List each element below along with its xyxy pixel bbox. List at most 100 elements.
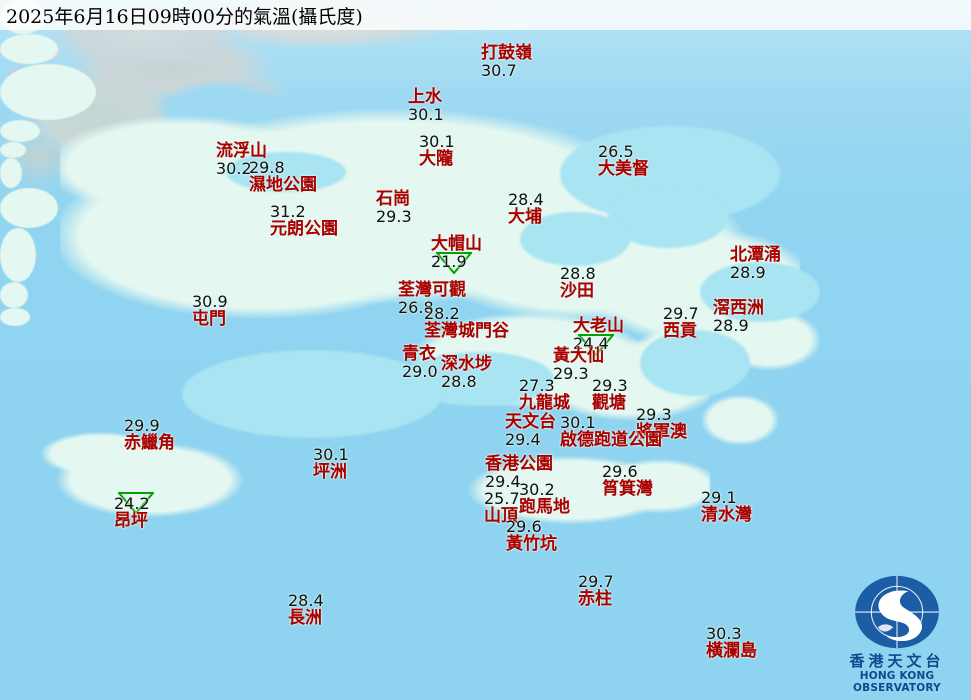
station-name: 赤柱 xyxy=(578,589,612,609)
station-29: 25.7 山頂 xyxy=(484,490,520,525)
western-harbour-bay xyxy=(182,350,442,438)
station-25: 30.1 啟德跑道公園 xyxy=(560,414,662,449)
station-name: 北潭涌 xyxy=(730,245,781,265)
station-23: 29.3 將軍澳 xyxy=(636,406,687,441)
station-temperature-value: 30.1 xyxy=(313,445,349,464)
station-8: 26.5 大美督 xyxy=(598,143,649,178)
station-name: 荃灣城門谷 xyxy=(424,321,509,341)
station-name: 觀塘 xyxy=(592,393,626,413)
station-4: 29.8 濕地公園 xyxy=(249,159,317,194)
deep-bay-inner xyxy=(226,152,346,192)
station-1: 上水 30.1 xyxy=(408,88,444,123)
tai-po-bay xyxy=(520,212,630,266)
station-temperature-value: 30.2 xyxy=(519,480,555,499)
station-name: 將軍澳 xyxy=(636,422,687,442)
station-name: 大美督 xyxy=(598,159,649,179)
station-temperature-value: 29.9 xyxy=(124,416,160,435)
plover-cove-islet xyxy=(0,188,58,228)
station-temperature-value: 28.9 xyxy=(713,316,749,335)
station-marker-triangle xyxy=(118,492,154,514)
station-name: 西貢 xyxy=(663,321,697,341)
station-27: 29.6 筲箕灣 xyxy=(602,463,653,498)
station-name: 香港公園 xyxy=(485,454,553,474)
station-name: 天文台 xyxy=(505,412,556,432)
station-name: 大帽山 xyxy=(431,234,482,254)
station-16: 30.9 屯門 xyxy=(192,293,228,328)
station-name: 深水埗 xyxy=(441,354,492,374)
station-temperature-value: 29.4 xyxy=(485,472,521,491)
po-toi-islet xyxy=(0,142,26,158)
station-3: 流浮山 30.2 xyxy=(216,142,267,177)
station-temperature-value: 29.6 xyxy=(506,517,542,536)
station-name: 黃竹坑 xyxy=(506,534,557,554)
station-name: 坪洲 xyxy=(313,462,347,482)
station-14: 荃灣可觀 26.8 xyxy=(398,281,466,316)
station-5: 31.2 元朗公園 xyxy=(270,203,338,238)
station-0: 打鼓嶺 30.7 xyxy=(481,44,532,79)
station-temperature-value: 28.4 xyxy=(288,591,324,610)
station-name: 黃大仙 xyxy=(553,346,604,366)
page-title: 2025年6月16日09時00分的氣溫(攝氏度) xyxy=(6,6,363,28)
station-marker-triangle xyxy=(578,334,614,356)
station-temperature-value: 30.1 xyxy=(419,132,455,151)
station-temperature-value: 28.4 xyxy=(508,190,544,209)
station-temperature-value: 24.4 xyxy=(573,334,609,353)
station-name: 九龍城 xyxy=(519,393,570,413)
station-temperature-value: 30.9 xyxy=(192,292,228,311)
station-30: 29.6 黃竹坑 xyxy=(506,518,557,553)
station-temperature-value: 29.3 xyxy=(636,405,672,424)
station-temperature-value: 30.3 xyxy=(706,624,742,643)
station-name: 橫瀾島 xyxy=(706,641,757,661)
station-6: 石崗 29.3 xyxy=(376,190,412,225)
station-temperature-value: 29.8 xyxy=(249,158,285,177)
lamma-island-islet xyxy=(0,64,96,120)
tap-mun-islet xyxy=(0,228,36,282)
station-name: 長洲 xyxy=(288,608,322,628)
port-shelter-bay xyxy=(640,330,750,396)
station-name: 流浮山 xyxy=(216,141,267,161)
station-name: 沙田 xyxy=(560,281,594,301)
tung-lung-chau-islet xyxy=(0,158,22,188)
station-33: 24.2 昂坪 xyxy=(114,495,150,530)
station-name: 屯門 xyxy=(192,309,226,329)
station-13: 28.8 沙田 xyxy=(560,265,596,300)
station-temperature-value: 21.9 xyxy=(431,252,467,271)
station-name: 大埔 xyxy=(508,207,542,227)
station-temperature-value: 29.7 xyxy=(578,572,614,591)
station-name: 元朗公園 xyxy=(270,219,338,239)
lantau-island-landmass xyxy=(40,420,300,550)
station-temperature-value: 25.7 xyxy=(484,489,520,508)
station-temperature-value: 28.2 xyxy=(424,304,460,323)
hko-logo-text-cn: 香港天文台 xyxy=(849,652,945,670)
station-temperature-value: 29.0 xyxy=(402,362,438,381)
station-name: 荃灣可觀 xyxy=(398,280,466,300)
station-24: 天文台 29.4 xyxy=(505,413,556,448)
station-35: 29.7 赤柱 xyxy=(578,573,614,608)
station-9: 北潭涌 28.9 xyxy=(730,246,781,281)
station-36: 28.4 長洲 xyxy=(288,592,324,627)
station-name: 大老山 xyxy=(573,316,624,336)
station-15: 28.2 荃灣城門谷 xyxy=(424,305,509,340)
station-18: 青衣 29.0 xyxy=(402,345,438,380)
station-name: 山頂 xyxy=(484,506,518,526)
station-temperature-value: 29.7 xyxy=(663,304,699,323)
cheung-chau-islet xyxy=(0,34,58,64)
station-marker-triangle xyxy=(436,252,472,274)
station-temperature-value: 27.3 xyxy=(519,376,555,395)
station-20: 黃大仙 29.3 xyxy=(553,347,604,382)
station-temperature-value: 30.2 xyxy=(216,159,252,178)
station-2: 30.1 大隴 xyxy=(419,133,455,168)
hei-ling-chau-islet xyxy=(0,120,40,142)
station-temperature-value: 29.3 xyxy=(553,364,589,383)
station-temperature-value: 29.1 xyxy=(701,488,737,507)
station-temperature-value: 26.8 xyxy=(398,298,434,317)
station-name: 啟德跑道公園 xyxy=(560,430,662,450)
station-32: 30.1 坪洲 xyxy=(313,446,349,481)
station-name: 打鼓嶺 xyxy=(481,43,532,63)
station-26: 香港公園 29.4 xyxy=(485,455,553,490)
station-name: 清水灣 xyxy=(701,505,752,525)
station-temperature-value: 30.1 xyxy=(408,105,444,124)
title-bar xyxy=(0,0,971,30)
station-21: 27.3 九龍城 xyxy=(519,377,570,412)
